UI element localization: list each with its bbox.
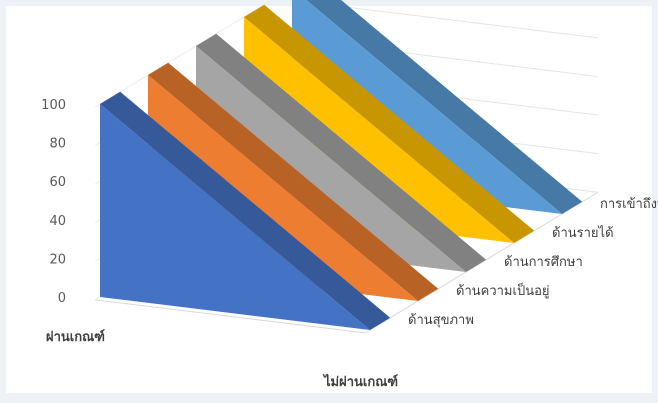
y-tick-label: 0 <box>58 291 66 306</box>
series-front-face <box>100 104 370 330</box>
gridline <box>327 4 599 39</box>
series-layer <box>100 0 583 330</box>
series-top-face <box>196 33 487 272</box>
labels: 0 20 40 60 80 100 ผ่านเกณฑ์ไม่ผ่านเกณฑ์ ด้านสุข… <box>41 98 658 390</box>
series-top-face <box>148 62 439 301</box>
y-tick-label: 20 <box>49 252 66 267</box>
series-top-face <box>244 4 535 243</box>
series-top-face <box>306 0 583 214</box>
series-axis-label: ด้านการศึกษา <box>504 255 583 270</box>
series-top-face <box>100 91 391 330</box>
floor-front-edge <box>95 299 366 334</box>
y-tick-label: 40 <box>49 214 66 229</box>
series-axis-label: ด้านความเป็นอยู่ <box>456 281 550 299</box>
series-axis-label: ด้านสุขภาพ <box>408 313 474 328</box>
series-axis-label: การเข้าถึงบริการรัฐ <box>600 197 658 212</box>
y-tick-label: 60 <box>49 175 66 190</box>
series-area <box>100 91 391 330</box>
side-gridline <box>94 0 274 108</box>
y-tick-label: 100 <box>41 98 66 113</box>
y-tick-label: 80 <box>49 137 66 152</box>
x-category-label: ไม่ผ่านเกณฑ์ <box>322 373 398 390</box>
x-category-label: ผ่านเกณฑ์ <box>46 329 105 345</box>
series-axis-label: ด้านรายได้ <box>552 225 614 241</box>
